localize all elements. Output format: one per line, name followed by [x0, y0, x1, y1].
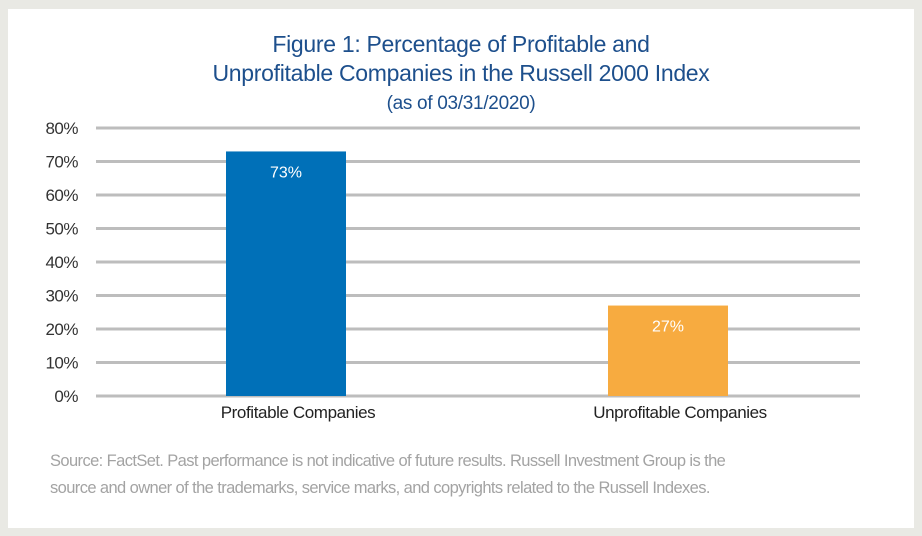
data-label: 73% [270, 164, 302, 181]
y-tick-label: 10% [45, 354, 78, 373]
y-tick-label: 50% [45, 220, 78, 239]
source-note-line-2: source and owner of the trademarks, serv… [50, 479, 711, 497]
source-note-line-1: Source: FactSet. Past performance is not… [50, 452, 726, 470]
y-tick-label: 60% [45, 186, 78, 205]
x-category-label: Profitable Companies [221, 403, 376, 422]
data-label: 27% [652, 319, 684, 336]
chart-title-line-1: Figure 1: Percentage of Profitable and [272, 31, 650, 57]
y-tick-label: 40% [45, 253, 78, 272]
y-tick-label: 80% [45, 119, 78, 138]
y-tick-label: 20% [45, 320, 78, 339]
bar-unprofitable-companies [608, 305, 728, 396]
bar-profitable-companies [226, 151, 346, 396]
y-tick-label: 30% [45, 287, 78, 306]
chart-card [8, 9, 914, 528]
y-tick-label: 0% [54, 387, 78, 406]
y-tick-label: 70% [45, 153, 78, 172]
chart-title-line-2: Unprofitable Companies in the Russell 20… [212, 60, 710, 86]
chart-subtitle: (as of 03/31/2020) [386, 93, 536, 114]
x-category-label: Unprofitable Companies [593, 403, 767, 422]
